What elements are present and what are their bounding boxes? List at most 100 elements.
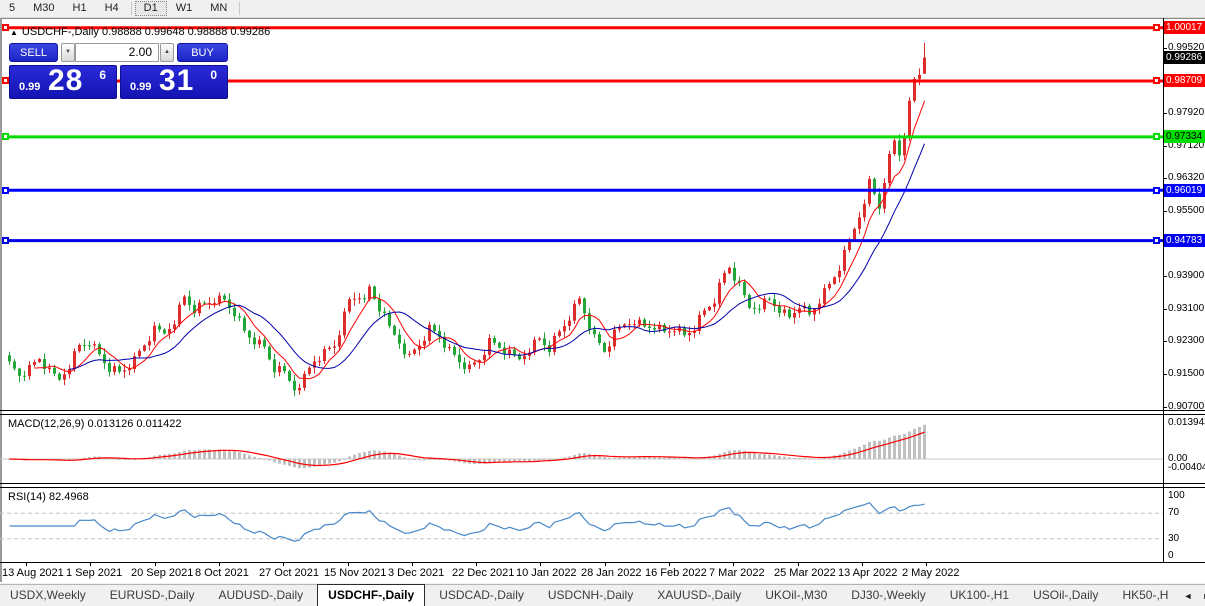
timeframe-button-mn[interactable]: MN — [210, 2, 228, 14]
tab-scroll-left-icon[interactable]: ◄ — [1183, 591, 1193, 601]
tab-usdcnh-daily[interactable]: USDCNH-,Daily — [547, 588, 634, 602]
hline-handle[interactable] — [2, 237, 9, 244]
chart-tab-bar: USDX,Weekly EURUSD-,Daily AUDUSD-,Daily USD… — [0, 584, 1205, 606]
price-tick-mark — [1163, 407, 1167, 408]
volume-decrease-button[interactable]: ▼ — [61, 43, 75, 62]
rsi-axis-label: 70 — [1168, 507, 1180, 518]
date-label: 10 Jan 2022 — [516, 567, 577, 579]
date-label: 8 Oct 2021 — [195, 567, 249, 579]
hline-handle[interactable] — [1153, 77, 1160, 84]
tab-audusd-daily[interactable]: AUDUSD-,Daily — [218, 588, 304, 602]
timeframe-button-w1[interactable]: W1 — [175, 2, 193, 14]
sell-price-big-digits: 28 — [48, 64, 84, 97]
price-tick-label: 0.93100 — [1168, 303, 1205, 314]
date-tick-mark — [798, 563, 799, 566]
hline-handle[interactable] — [2, 133, 9, 140]
date-tick-mark — [155, 563, 156, 566]
rsi-indicator-label: RSI(14) 82.4968 — [8, 491, 89, 503]
sell-price-button[interactable]: 0.99 28 6 — [9, 64, 117, 99]
price-tick-label: 0.97120 — [1168, 140, 1205, 151]
buy-button[interactable]: BUY — [177, 43, 228, 62]
tab-usdchf-daily[interactable]: USDCHF-,Daily — [317, 584, 426, 606]
hline-handle[interactable] — [1153, 187, 1160, 194]
timeframe-button-h1[interactable]: H1 — [72, 2, 87, 14]
hline-handle[interactable] — [1153, 24, 1160, 31]
price-badge: 0.94783 — [1164, 234, 1205, 247]
tab-scroll-right-icon[interactable]: ► — [1197, 591, 1205, 601]
date-tick-mark — [412, 563, 413, 566]
price-tick-mark — [1163, 48, 1167, 49]
hline-handle[interactable] — [2, 24, 9, 31]
price-tick-label: 0.91500 — [1168, 368, 1205, 379]
date-tick-mark — [733, 563, 734, 566]
chart-background — [0, 18, 1205, 583]
buy-price-pip: 0 — [210, 68, 217, 82]
window-left-edge — [0, 18, 2, 582]
date-label: 13 Aug 2021 — [2, 567, 64, 579]
sell-price-pip: 6 — [99, 68, 106, 82]
tab-dj30-weekly[interactable]: DJ30-,Weekly — [851, 588, 926, 602]
price-tick-label: 0.97920 — [1168, 107, 1205, 118]
price-tick-mark — [1163, 276, 1167, 277]
date-label: 25 Mar 2022 — [774, 567, 836, 579]
price-tick-label: 0.93900 — [1168, 270, 1205, 281]
tab-usdcad-daily[interactable]: USDCAD-,Daily — [439, 588, 524, 602]
price-tick-label: 0.90700 — [1168, 401, 1205, 412]
price-badge: 0.97334 — [1164, 130, 1205, 143]
rsi-panel-top-border — [0, 487, 1205, 488]
hline-handle[interactable] — [1153, 237, 1160, 244]
macd-axis-label: 0.013943 — [1168, 417, 1205, 428]
buy-price-big-digits: 31 — [159, 64, 195, 97]
macd-indicator-label: MACD(12,26,9) 0.013126 0.011422 — [8, 418, 182, 430]
date-tick-mark — [669, 563, 670, 566]
date-label: 1 Sep 2021 — [66, 567, 123, 579]
macd-panel-bottom-border — [0, 483, 1205, 484]
timeframe-button-m30[interactable]: M30 — [33, 2, 55, 14]
tab-uk100-h1[interactable]: UK100-,H1 — [949, 588, 1010, 602]
trade-panel-top-row: SELL ▼ 2.00 ▲ BUY — [9, 43, 228, 62]
price-tick-mark — [1163, 113, 1167, 114]
hline-handle[interactable] — [2, 77, 9, 84]
main-panel-bottom-border — [0, 410, 1205, 411]
toolbar-separator — [130, 2, 132, 15]
rsi-axis-label: 0 — [1168, 550, 1174, 561]
date-tick-mark — [219, 563, 220, 566]
tab-usdx-weekly[interactable]: USDX,Weekly — [10, 588, 86, 602]
price-tick-mark — [1163, 178, 1167, 179]
price-tick-label: 0.99520 — [1168, 42, 1205, 53]
sell-price-prefix: 0.99 — [19, 81, 41, 93]
price-badge: 0.96019 — [1164, 184, 1205, 197]
date-tick-mark — [605, 563, 606, 566]
tab-eurusd-daily[interactable]: EURUSD-,Daily — [109, 588, 195, 602]
tab-hk50-h[interactable]: HK50-,H — [1122, 588, 1169, 602]
sell-button[interactable]: SELL — [9, 43, 58, 62]
tab-ukoil-m30[interactable]: UKOil-,M30 — [765, 588, 828, 602]
volume-increase-button[interactable]: ▲ — [160, 43, 174, 62]
macd-axis-label: -0.00404 — [1168, 462, 1205, 473]
symbol-info: ▲ USDCHF-,Daily 0.98888 0.99648 0.98888 0… — [10, 26, 270, 38]
price-badge: 1.00017 — [1164, 21, 1205, 34]
timeframe-button-5[interactable]: 5 — [9, 2, 16, 14]
date-label: 27 Oct 2021 — [259, 567, 319, 579]
price-tick-mark — [1163, 309, 1167, 310]
hline-handle[interactable] — [1153, 133, 1160, 140]
buy-price-button[interactable]: 0.99 31 0 — [120, 64, 228, 99]
timeframe-button-d1[interactable]: D1 — [134, 1, 167, 16]
price-tick-label: 0.95500 — [1168, 205, 1205, 216]
tab-usoil-daily[interactable]: USOil-,Daily — [1033, 588, 1099, 602]
tab-xauusd-daily[interactable]: XAUUSD-,Daily — [657, 588, 742, 602]
date-tick-mark — [283, 563, 284, 566]
timeframe-button-h4[interactable]: H4 — [104, 2, 119, 14]
hline-handle[interactable] — [2, 187, 9, 194]
volume-input[interactable]: 2.00 — [75, 43, 159, 62]
price-tick-label: 0.96320 — [1168, 172, 1205, 183]
date-label: 3 Dec 2021 — [388, 567, 445, 579]
date-tick-mark — [476, 563, 477, 566]
symbol-arrow-icon: ▲ — [10, 28, 18, 37]
date-tick-mark — [926, 563, 927, 566]
date-label: 13 Apr 2022 — [838, 567, 898, 579]
price-tick-mark — [1163, 146, 1167, 147]
date-tick-mark — [348, 563, 349, 566]
price-axis-divider — [1163, 18, 1164, 563]
